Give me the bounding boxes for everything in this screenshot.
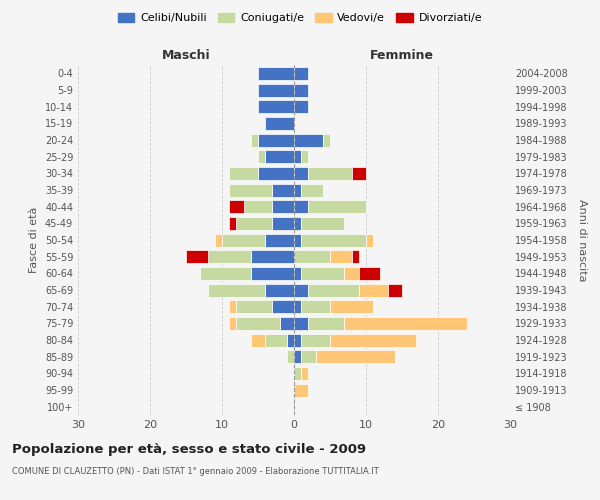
Bar <box>229 200 244 213</box>
Bar <box>272 300 294 313</box>
Bar <box>251 250 294 263</box>
Bar <box>294 384 308 396</box>
Bar <box>294 134 323 146</box>
Bar <box>330 334 416 346</box>
Bar <box>272 200 294 213</box>
Bar <box>301 184 323 196</box>
Bar <box>222 234 265 246</box>
Bar <box>308 167 352 180</box>
Bar <box>294 200 308 213</box>
Bar <box>301 350 316 363</box>
Bar <box>294 334 301 346</box>
Text: COMUNE DI CLAUZETTO (PN) - Dati ISTAT 1° gennaio 2009 - Elaborazione TUTTITALIA.: COMUNE DI CLAUZETTO (PN) - Dati ISTAT 1°… <box>12 468 379 476</box>
Y-axis label: Fasce di età: Fasce di età <box>29 207 39 273</box>
Bar <box>330 300 373 313</box>
Bar <box>294 67 308 80</box>
Bar <box>301 367 308 380</box>
Bar <box>236 300 272 313</box>
Bar <box>265 234 294 246</box>
Bar <box>236 217 272 230</box>
Bar <box>344 267 359 280</box>
Bar <box>294 100 308 113</box>
Bar <box>330 250 352 263</box>
Bar <box>215 234 222 246</box>
Bar <box>229 317 236 330</box>
Bar <box>258 134 294 146</box>
Bar <box>265 284 294 296</box>
Text: Maschi: Maschi <box>161 48 211 62</box>
Bar <box>236 317 280 330</box>
Bar <box>208 284 265 296</box>
Bar <box>258 67 294 80</box>
Bar <box>308 317 344 330</box>
Bar <box>294 350 301 363</box>
Bar <box>251 267 294 280</box>
Bar <box>316 350 395 363</box>
Bar <box>280 317 294 330</box>
Bar <box>359 284 388 296</box>
Bar <box>229 184 272 196</box>
Bar <box>301 334 330 346</box>
Bar <box>294 317 308 330</box>
Bar <box>251 134 258 146</box>
Bar <box>301 300 330 313</box>
Bar <box>186 250 208 263</box>
Bar <box>301 150 308 163</box>
Bar <box>294 284 308 296</box>
Bar <box>265 334 287 346</box>
Bar <box>272 184 294 196</box>
Bar <box>344 317 467 330</box>
Legend: Celibi/Nubili, Coniugati/e, Vedovi/e, Divorziati/e: Celibi/Nubili, Coniugati/e, Vedovi/e, Di… <box>113 8 487 28</box>
Bar <box>308 200 366 213</box>
Bar <box>301 234 366 246</box>
Bar <box>308 284 359 296</box>
Bar <box>208 250 251 263</box>
Bar <box>301 217 344 230</box>
Bar <box>244 200 272 213</box>
Bar <box>258 100 294 113</box>
Bar <box>294 184 301 196</box>
Bar <box>229 167 258 180</box>
Bar <box>294 84 308 96</box>
Bar <box>265 150 294 163</box>
Bar <box>251 334 265 346</box>
Bar <box>294 250 330 263</box>
Text: Popolazione per età, sesso e stato civile - 2009: Popolazione per età, sesso e stato civil… <box>12 442 366 456</box>
Bar <box>287 350 294 363</box>
Bar <box>258 167 294 180</box>
Bar <box>352 250 359 263</box>
Bar <box>229 300 236 313</box>
Bar <box>359 267 380 280</box>
Bar <box>323 134 330 146</box>
Bar <box>294 367 301 380</box>
Bar <box>229 217 236 230</box>
Bar <box>258 84 294 96</box>
Bar <box>265 117 294 130</box>
Bar <box>301 267 344 280</box>
Bar <box>287 334 294 346</box>
Bar <box>294 167 308 180</box>
Bar <box>272 217 294 230</box>
Bar <box>352 167 366 180</box>
Bar <box>258 150 265 163</box>
Bar <box>366 234 373 246</box>
Bar <box>388 284 402 296</box>
Text: Femmine: Femmine <box>370 48 434 62</box>
Bar <box>200 267 251 280</box>
Bar <box>294 234 301 246</box>
Y-axis label: Anni di nascita: Anni di nascita <box>577 198 587 281</box>
Bar <box>294 217 301 230</box>
Bar <box>294 267 301 280</box>
Bar <box>294 150 301 163</box>
Bar <box>294 300 301 313</box>
